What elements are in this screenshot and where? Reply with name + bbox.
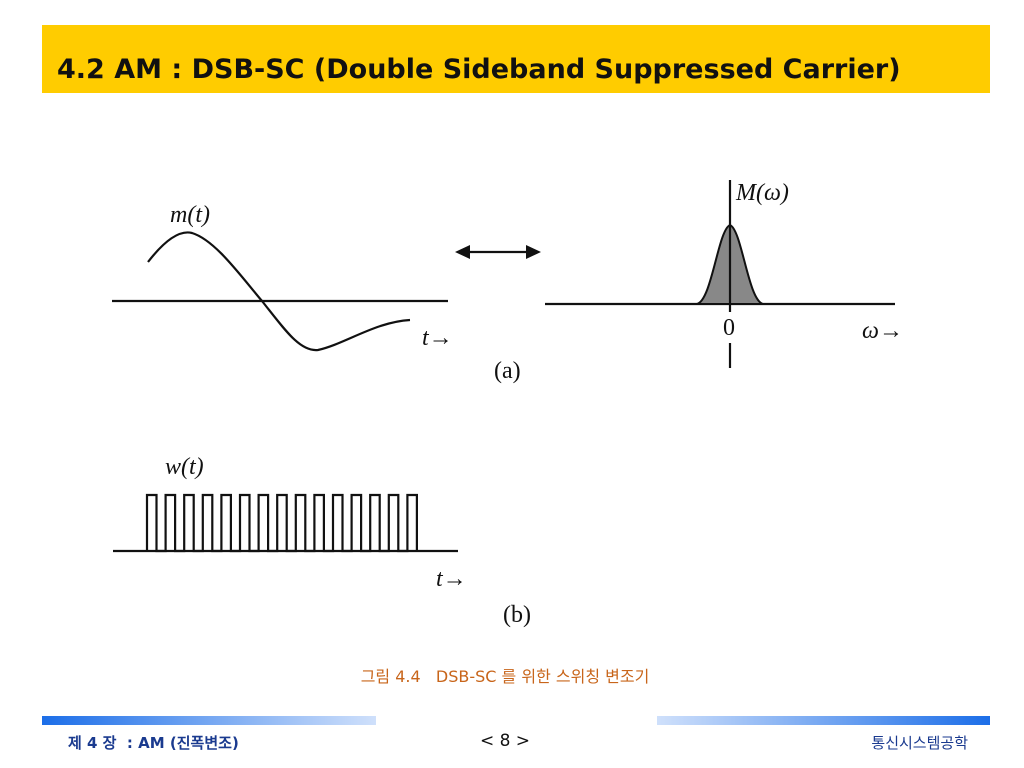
- footer-chapter: 제 4 장 : AM (진폭변조): [68, 734, 239, 752]
- footer-bar-left: [42, 716, 376, 725]
- time-axis-label: t→: [436, 566, 467, 592]
- spectrum-label: M(ω): [735, 180, 789, 206]
- signal-label: m(t): [170, 202, 210, 228]
- panel-label: (b): [503, 602, 531, 628]
- slide-title: 4.2 AM : DSB-SC (Double Sideband Suppres…: [57, 54, 901, 85]
- title-bar: [42, 25, 990, 93]
- switching-pulses: [145, 493, 418, 553]
- page-number: < 8 >: [480, 731, 530, 751]
- message-waveform: [147, 231, 411, 352]
- frequency-axis-label: ω→: [862, 318, 903, 344]
- origin-label: 0: [723, 315, 735, 341]
- figure-caption: 그림 4.4 DSB-SC 를 위한 스위칭 변조기: [361, 667, 650, 686]
- panel-label: (a): [494, 358, 521, 384]
- footer-course: 통신시스템공학: [871, 734, 968, 752]
- footer-bar-right: [657, 716, 990, 725]
- signal-label: w(t): [165, 454, 204, 480]
- time-axis-label: t→: [422, 325, 453, 351]
